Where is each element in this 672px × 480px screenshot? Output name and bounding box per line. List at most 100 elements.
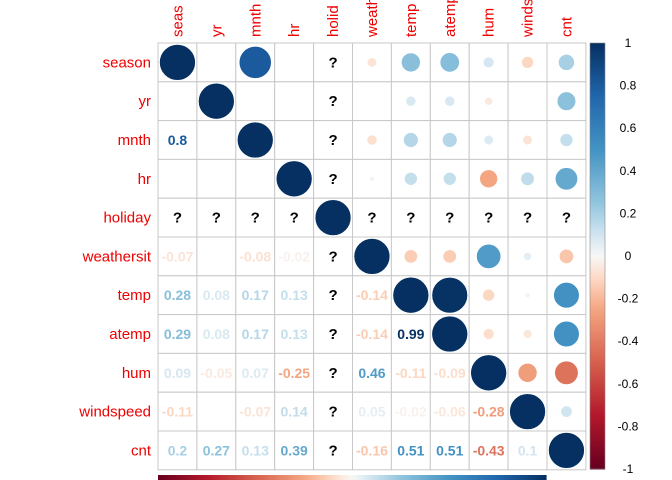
bottom-colorbar-segment [442, 475, 447, 480]
grid-cell [313, 120, 354, 160]
bottom-colorbar-segment [161, 475, 166, 480]
grid-cell [313, 391, 354, 432]
colorbar-segment [590, 330, 605, 334]
colorbar-segment [590, 456, 605, 459]
colorbar-tick-label: 0.2 [620, 206, 637, 220]
bottom-colorbar-segment [436, 475, 440, 480]
colorbar-segment [590, 204, 605, 208]
colorbar-segment [590, 230, 605, 234]
plot-marks: ?? 0.8??????????? ? -0.07 -0.08 -0.02 ? 0.28 0.0… [159, 44, 585, 469]
colorbar-segment [590, 260, 605, 263]
bottom-colorbar-segment [526, 475, 531, 480]
grid-cell [507, 197, 548, 238]
grid-cell [157, 236, 198, 277]
correlation-coefficient: 0.05 [358, 404, 385, 420]
column-label: winds [520, 0, 537, 38]
colorbar-segment [590, 422, 605, 425]
bottom-colorbar-segment [306, 475, 311, 480]
correlation-coefficient: 0.09 [164, 365, 191, 381]
colorbar-segment [590, 449, 605, 453]
colorbar-segment [590, 275, 605, 278]
missing-value-marker: ? [290, 210, 299, 227]
colorbar-segment [590, 345, 605, 349]
grid-cell [196, 430, 237, 471]
correlation-circle [482, 328, 495, 340]
correlation-circle [554, 360, 579, 385]
row-labels: season yr mnth hr holiday weathersit temp atemp… [78, 54, 152, 459]
colorbar-segment [590, 343, 605, 347]
colorbar-segment [590, 375, 605, 379]
colorbar-segment [590, 109, 605, 112]
column-label: holid [325, 5, 342, 37]
colorbar-segment [590, 189, 605, 193]
correlation-coefficient: 0.1 [518, 442, 538, 458]
bottom-colorbar-segment [229, 475, 233, 480]
colorbar-segment [590, 62, 605, 65]
colorbar-segment [590, 377, 605, 381]
bottom-colorbar-segment [539, 475, 544, 480]
bottom-colorbar-segment [384, 475, 389, 480]
colorbar-segment [590, 51, 605, 55]
colorbar-segment [590, 439, 605, 442]
colorbar-segment [590, 420, 605, 423]
correlation-coefficient: 0.39 [281, 442, 308, 458]
colorbar-segment [590, 113, 605, 117]
bottom-colorbar-segment [377, 475, 382, 480]
colorbar-segment [590, 279, 605, 283]
bottom-colorbar-segment [326, 475, 330, 480]
grid-cell [196, 120, 237, 160]
grid-cell [196, 391, 237, 432]
bottom-colorbar-segment [478, 475, 482, 480]
missing-value-marker: ? [328, 326, 337, 343]
correlation-coefficient: -0.07 [161, 248, 193, 264]
bottom-colorbar-segment [491, 475, 495, 480]
bottom-colorbar-segment [200, 475, 204, 480]
correlation-circle [366, 134, 378, 146]
correlation-coefficient: 0.17 [242, 287, 269, 303]
colorbar-segment [590, 104, 605, 108]
bottom-colorbar-segment [313, 475, 318, 480]
bottom-colorbar-segment [342, 475, 347, 480]
grid-cell [196, 42, 237, 83]
bottom-colorbar-segment [251, 475, 256, 480]
correlation-coefficient: -0.07 [239, 404, 271, 420]
correlation-circle [366, 57, 377, 68]
bottom-colorbar-segment [174, 475, 178, 480]
colorbar-segment [590, 398, 605, 402]
colorbar-segment [590, 207, 605, 210]
colorbar-segment [590, 130, 605, 134]
colorbar-segment [590, 68, 605, 72]
bottom-colorbar-segment [413, 475, 418, 480]
missing-value-marker: ? [328, 93, 337, 110]
bottom-colorbar-segment [180, 475, 185, 480]
correlation-coefficient: -0.05 [200, 365, 232, 381]
colorbar-segment [590, 221, 605, 225]
correlation-circle [482, 288, 495, 302]
correlation-coefficient: 0.51 [397, 442, 424, 458]
bottom-colorbar-segment [183, 475, 188, 480]
colorbar-tick-label: 0 [625, 249, 632, 263]
bottom-colorbar-segment [361, 475, 366, 480]
colorbar-segment [590, 351, 605, 355]
bottom-colorbar-segment [238, 475, 243, 480]
colorbar-segment [590, 70, 605, 74]
bottom-colorbar-segment [164, 475, 169, 480]
colorbar-segment [590, 298, 605, 302]
column-labels: seas yr mnth hr holid weath temp atemp hum winds c… [169, 0, 575, 38]
bottom-colorbar-segment [487, 475, 492, 480]
colorbar-segment [590, 336, 605, 340]
colorbar-segment [590, 334, 605, 338]
grid-cell [429, 391, 470, 432]
colorbar-segment [590, 270, 605, 274]
bottom-colorbar-segment [158, 475, 162, 480]
bottom-colorbar-segment [258, 475, 263, 480]
colorbar-segment [590, 454, 605, 457]
correlation-circle [484, 96, 493, 106]
column-label: seas [169, 5, 186, 37]
missing-value-marker: ? [445, 210, 454, 227]
colorbar-tick-label: -1 [623, 462, 634, 476]
colorbar-segment [590, 262, 605, 266]
grid-cell [468, 430, 509, 471]
correlation-circle [442, 172, 457, 186]
colorbar-segment [590, 238, 605, 242]
